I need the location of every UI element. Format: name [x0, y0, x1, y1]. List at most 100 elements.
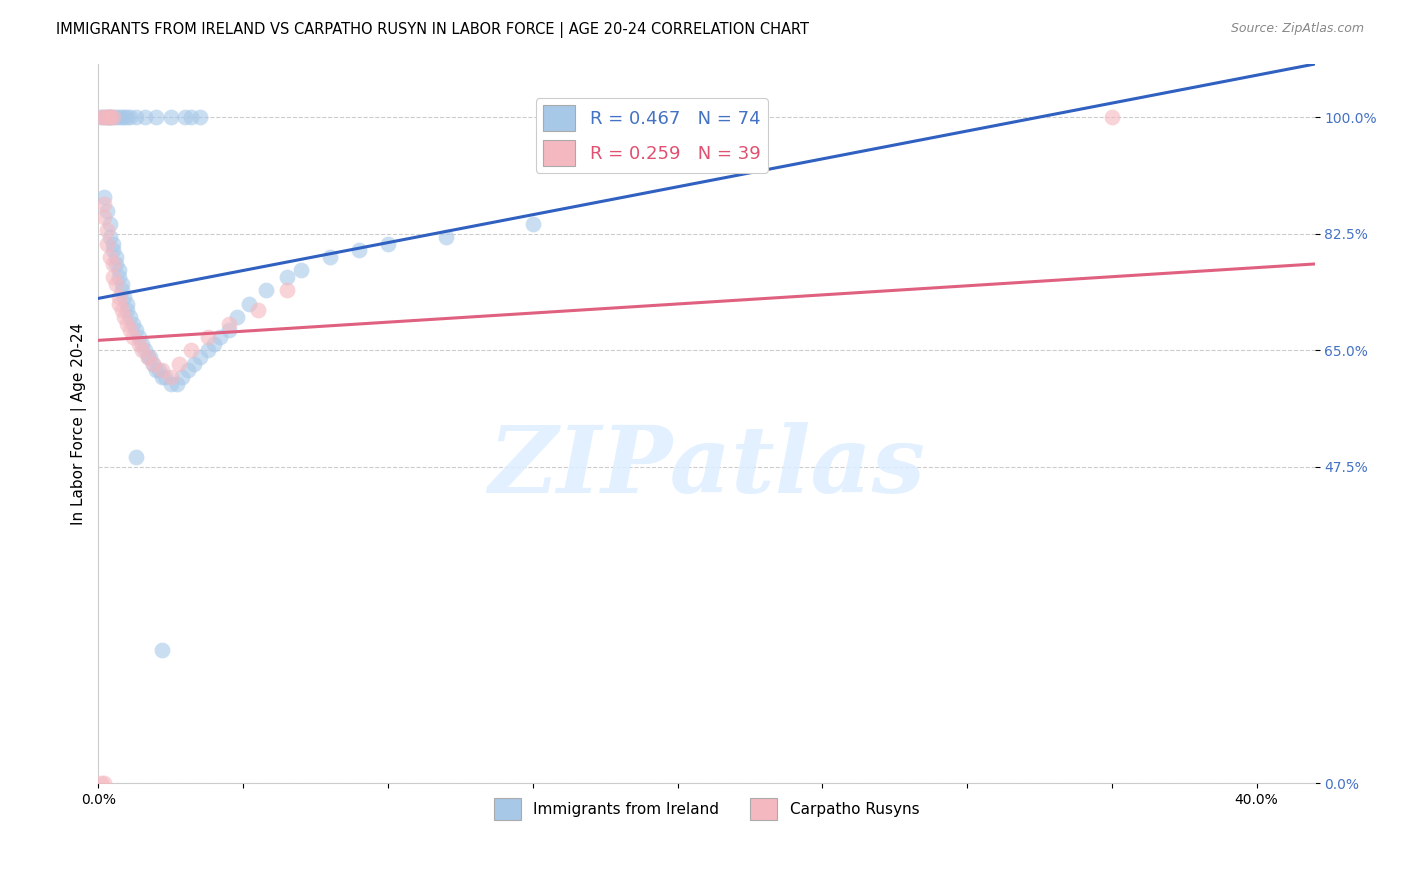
Point: [150, 643, 173, 657]
Point: [197, 343, 219, 358]
Point: [98, 111, 121, 125]
Point: [172, 370, 194, 384]
Point: [122, 330, 145, 344]
Point: [226, 310, 249, 324]
Point: [101, 111, 124, 125]
Point: [104, 257, 127, 271]
Point: [197, 330, 219, 344]
Point: [125, 111, 148, 125]
Point: [117, 317, 139, 331]
Text: Source: ZipAtlas.com: Source: ZipAtlas.com: [1230, 22, 1364, 36]
Point: [112, 111, 135, 125]
Point: [169, 357, 191, 371]
Point: [104, 250, 127, 264]
Point: [101, 111, 124, 125]
Point: [254, 284, 277, 298]
Point: [90, 776, 112, 790]
Point: [110, 303, 132, 318]
Point: [96, 203, 118, 218]
Point: [276, 284, 298, 298]
Point: [188, 350, 211, 364]
Point: [96, 223, 118, 237]
Point: [107, 111, 129, 125]
Point: [136, 350, 159, 364]
Point: [96, 236, 118, 251]
Point: [131, 336, 153, 351]
Point: [110, 284, 132, 298]
Point: [93, 210, 115, 224]
Point: [112, 290, 135, 304]
Point: [104, 111, 127, 125]
Point: [150, 370, 173, 384]
Point: [218, 317, 240, 331]
Point: [145, 363, 167, 377]
Point: [120, 323, 142, 337]
Point: [134, 111, 156, 125]
Point: [112, 310, 135, 324]
Point: [96, 111, 118, 125]
Point: [434, 230, 457, 244]
Point: [122, 317, 145, 331]
Point: [90, 111, 112, 125]
Point: [98, 250, 121, 264]
Point: [101, 270, 124, 285]
Point: [139, 350, 162, 364]
Point: [177, 363, 200, 377]
Point: [202, 336, 225, 351]
Point: [117, 303, 139, 318]
Point: [142, 357, 165, 371]
Point: [180, 111, 202, 125]
Point: [98, 111, 121, 125]
Point: [98, 111, 121, 125]
Point: [142, 357, 165, 371]
Point: [377, 236, 399, 251]
Point: [218, 323, 240, 337]
Point: [98, 217, 121, 231]
Point: [148, 363, 170, 377]
Point: [183, 357, 205, 371]
Point: [159, 111, 181, 125]
Point: [128, 336, 150, 351]
Point: [347, 244, 370, 258]
Point: [96, 111, 118, 125]
Point: [145, 111, 167, 125]
Point: [136, 350, 159, 364]
Point: [276, 270, 298, 285]
Point: [166, 376, 188, 391]
Point: [93, 197, 115, 211]
Point: [93, 190, 115, 204]
Point: [128, 330, 150, 344]
Point: [101, 257, 124, 271]
Point: [101, 236, 124, 251]
Point: [98, 230, 121, 244]
Point: [134, 343, 156, 358]
Text: ZIPatlas: ZIPatlas: [488, 422, 925, 512]
Point: [319, 250, 342, 264]
Point: [174, 111, 197, 125]
Point: [93, 111, 115, 125]
Point: [125, 450, 148, 464]
Point: [120, 310, 142, 324]
Point: [101, 244, 124, 258]
Point: [522, 217, 544, 231]
Point: [238, 296, 260, 310]
Point: [125, 323, 148, 337]
Point: [159, 376, 181, 391]
Point: [98, 111, 121, 125]
Legend: Immigrants from Ireland, Carpatho Rusyns: Immigrants from Ireland, Carpatho Rusyns: [488, 792, 925, 826]
Point: [107, 263, 129, 277]
Point: [120, 111, 142, 125]
Point: [290, 263, 312, 277]
Point: [180, 343, 202, 358]
Point: [107, 270, 129, 285]
Point: [104, 277, 127, 291]
Point: [1101, 111, 1123, 125]
Point: [90, 111, 112, 125]
Point: [188, 111, 211, 125]
Point: [159, 370, 181, 384]
Point: [93, 776, 115, 790]
Point: [246, 303, 269, 318]
Y-axis label: In Labor Force | Age 20-24: In Labor Force | Age 20-24: [72, 322, 87, 524]
Point: [96, 111, 118, 125]
Point: [110, 277, 132, 291]
